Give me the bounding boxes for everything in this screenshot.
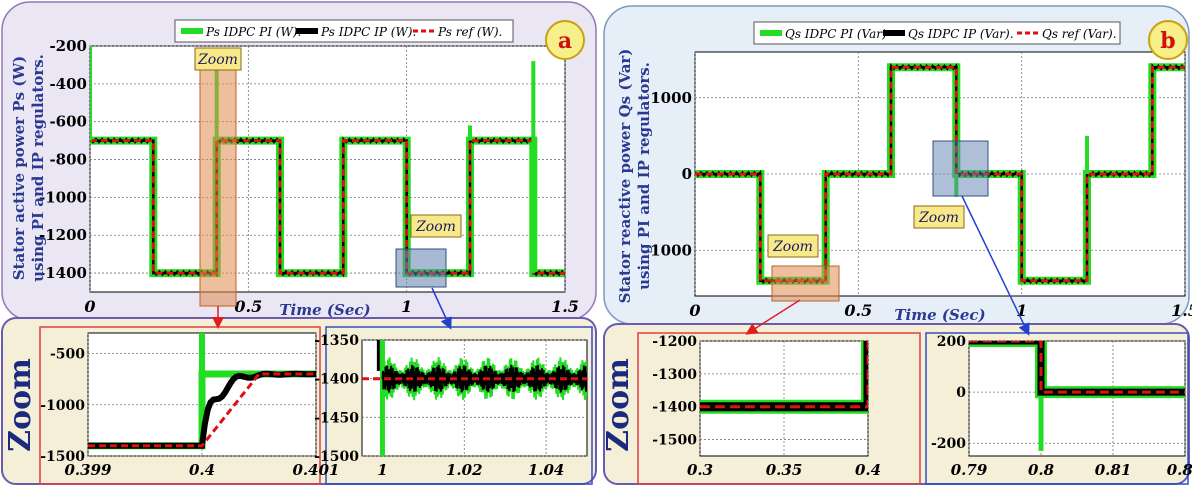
- zoom-region-b2: [932, 140, 989, 197]
- b_zoom2-series-group: [969, 341, 1185, 451]
- a_zoom2-xtick-label: 1.04: [528, 461, 565, 479]
- a_main-series-group: [90, 46, 565, 278]
- a_zoom1-series-group: [88, 333, 316, 450]
- b_zoom1-ytick-label: -1300: [652, 367, 697, 383]
- zoom-tag-a1-box: [194, 47, 242, 71]
- panel-b-ylabel-1: Stator reactive power Qs (Var): [616, 49, 634, 304]
- arrow-b1: [745, 299, 801, 335]
- a_zoom1-ytick-label: -500: [50, 347, 85, 363]
- zoom-b2-frame: [925, 332, 1189, 485]
- zoom-b-side-label: Zoom: [601, 358, 636, 452]
- a_zoom1-xtick-label: 0.401: [293, 461, 340, 479]
- a_main-plot-area: [89, 45, 566, 293]
- zoom-a-side-label: Zoom: [3, 358, 38, 452]
- b_main-xtick-label: 0: [689, 301, 700, 320]
- b_main-ytick-label: 0: [682, 165, 692, 183]
- b_zoom2-ytick-label: -200: [931, 436, 966, 452]
- b_zoom2-ytick-label: 200: [937, 334, 966, 350]
- panel-a-ylabel-1: Stator active power Ps (W): [10, 56, 28, 281]
- b_zoom1-series-group: [700, 341, 868, 414]
- series-ref: [88, 372, 316, 448]
- b_main-ytick-label: 1000: [650, 89, 692, 107]
- panel-a-xlabel: Time (Sec): [279, 301, 370, 319]
- a_main-ytick-label: -800: [49, 151, 87, 169]
- zoom-tag-b1-box: [767, 234, 819, 258]
- badge-a: [545, 20, 585, 60]
- zoom-a1-frame: [39, 326, 321, 485]
- zoom-b1-frame: [637, 332, 921, 485]
- a_zoom1-xtick-label: 0.4: [189, 461, 215, 479]
- zoom-region-b1: [771, 265, 840, 302]
- zoom-tag-b2-box: [913, 205, 965, 229]
- b_zoom2-xtick-label: 0.82: [1167, 461, 1192, 479]
- badge-a-label: a: [558, 28, 572, 54]
- b_zoom2-ytick-label: 0: [956, 385, 966, 401]
- a_zoom2-series-group: [362, 340, 587, 456]
- panel-b-ylabel-2: using PI and IP regulators.: [635, 62, 653, 290]
- legend-b-pi: Qs IDPC PI (Var): [785, 27, 887, 41]
- legend-b-ip: Qs IDPC IP (Var).: [908, 27, 1014, 41]
- legend-b-ref: Qs ref (Var).: [1042, 27, 1117, 41]
- b_zoom1-ytick-label: -1400: [652, 400, 697, 416]
- series-ref: [90, 139, 565, 275]
- a_zoom2-xtick-label: 1.02: [446, 461, 483, 479]
- zoom-tag-a2-box: [410, 214, 462, 238]
- a_main-xtick-label: 0: [84, 297, 95, 316]
- b_zoom2-xtick-label: 0.8: [1028, 461, 1055, 479]
- arrow-a2: [431, 287, 452, 330]
- b_zoom2-xtick-label: 0.79: [951, 461, 988, 479]
- b_zoom1-xtick-label: 0.3: [687, 461, 713, 479]
- badge-b-label: b: [1160, 28, 1175, 54]
- zoom-region-a1: [199, 49, 237, 307]
- a_main-ytick-label: -600: [49, 113, 87, 131]
- a_main-ytick-label: -1200: [39, 226, 87, 244]
- zoom-tag-b1: Zoom: [772, 239, 813, 255]
- legend-a-ref: Ps ref (W).: [437, 25, 502, 39]
- a_main-xtick-label: 0.5: [234, 297, 262, 316]
- a_zoom2-ytick-label: -1450: [314, 410, 359, 426]
- a_zoom2-ytick-label: -1500: [314, 449, 359, 465]
- zoom-a2-frame: [325, 326, 593, 485]
- a_zoom1-xtick-label: 0.399: [65, 461, 113, 479]
- b_main-xtick-label: 1: [1016, 301, 1027, 320]
- panel-b-xlabel: Time (Sec): [894, 306, 985, 324]
- series-ip: [969, 341, 1185, 396]
- series-ip: [700, 341, 868, 412]
- b_zoom1-xtick-label: 0.35: [766, 461, 803, 479]
- a_zoom2-plot-area: [361, 339, 588, 457]
- b_main-xtick-label: 0.5: [844, 301, 872, 320]
- a_zoom1-ytick-label: -1500: [40, 449, 85, 465]
- b_zoom1-ytick-label: -1200: [652, 334, 697, 350]
- a_zoom2-xtick-label: 1: [377, 461, 387, 479]
- a_main-ytick-label: -400: [49, 75, 87, 93]
- a_main-xtick-label: 1.5: [551, 297, 579, 316]
- legend-b: Qs IDPC PI (Var) Qs IDPC IP (Var). Qs re…: [753, 21, 1121, 45]
- a_main-ytick-label: -200: [49, 37, 87, 55]
- zoom-tag-a2: Zoom: [415, 219, 456, 235]
- b_zoom2-xtick-label: 0.81: [1095, 461, 1132, 479]
- a_main-ytick-label: -1000: [39, 188, 87, 206]
- a_main-ytick-label: -1400: [39, 264, 87, 282]
- zoom-tag-a1: Zoom: [197, 52, 238, 68]
- b_zoom1-xtick-label: 0.4: [855, 461, 881, 479]
- b_zoom2-plot-area: [968, 340, 1186, 457]
- badge-b: [1148, 20, 1188, 60]
- legend-a-pi: Ps IDPC PI (W).: [205, 25, 301, 39]
- legend-a: Ps IDPC PI (W). Ps IDPC IP (W). Ps ref (…: [174, 19, 514, 43]
- zoom-region-a2: [395, 248, 447, 288]
- zoom-tag-b2: Zoom: [918, 210, 959, 226]
- b_main-ytick-label: -1000: [644, 241, 692, 259]
- a_zoom2-ytick-label: -1350: [314, 333, 359, 349]
- legend-a-ip: Ps IDPC IP (W).: [320, 25, 416, 39]
- a_zoom2-ytick-label: -1400: [314, 372, 359, 388]
- arrow-b2: [961, 195, 1030, 336]
- a_main-xtick-label: 1: [401, 297, 412, 316]
- b_zoom1-ytick-label: -1500: [652, 433, 697, 449]
- b_main-xtick-label: 1.5: [1171, 301, 1192, 320]
- a_zoom1-ytick-label: -1000: [40, 398, 85, 414]
- panel-a-ylabel-2: using PI and IP regulators.: [29, 54, 47, 282]
